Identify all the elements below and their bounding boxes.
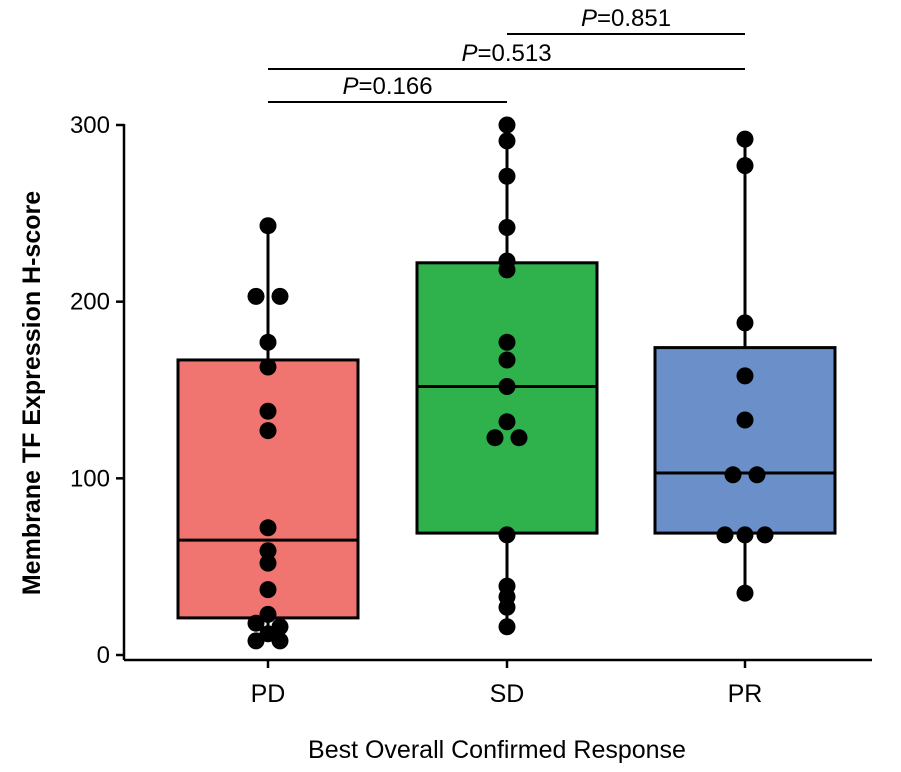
box-pd — [176, 358, 360, 620]
data-point-pr — [736, 411, 754, 429]
data-point-pd — [259, 333, 277, 351]
data-point-sd — [498, 526, 516, 544]
data-point-pd — [271, 287, 289, 305]
data-point-pd — [259, 605, 277, 623]
p-value: =0.513 — [477, 40, 551, 67]
data-point-sd — [498, 598, 516, 616]
x-tick-label-sd: SD — [490, 680, 525, 708]
data-point-sd — [486, 429, 504, 447]
p-value: =0.166 — [358, 73, 432, 100]
data-point-sd — [498, 261, 516, 279]
data-point-pr — [716, 526, 734, 544]
data-point-pr — [756, 526, 774, 544]
data-point-sd — [498, 116, 516, 134]
data-point-sd — [498, 132, 516, 150]
y-tick-label: 0 — [97, 642, 110, 669]
points-layer — [247, 116, 774, 650]
p-symbol: P — [581, 5, 597, 32]
data-point-pr — [736, 584, 754, 602]
data-point-pr — [748, 466, 766, 484]
data-point-sd — [510, 429, 528, 447]
data-point-pr — [736, 130, 754, 148]
data-point-sd — [498, 218, 516, 236]
data-point-pd — [247, 287, 265, 305]
data-point-pr — [736, 367, 754, 385]
data-point-sd — [498, 377, 516, 395]
y-ticks: 0 100 200 300 — [70, 112, 124, 669]
data-point-pd — [271, 632, 289, 650]
data-point-sd — [498, 413, 516, 431]
data-point-pr — [736, 314, 754, 332]
data-point-pd — [259, 422, 277, 440]
data-point-pd — [259, 581, 277, 599]
p-value-label-sd-pr: P=0.851 — [581, 5, 671, 32]
box-sd — [415, 261, 599, 535]
p-symbol: P — [342, 73, 358, 100]
boxes-layer — [176, 125, 837, 641]
data-point-sd — [498, 333, 516, 351]
data-point-pd — [259, 519, 277, 537]
x-tick-label-pr: PR — [728, 680, 763, 708]
x-axis-title: Best Overall Confirmed Response — [308, 736, 686, 764]
data-point-pd — [259, 358, 277, 376]
axes-layer — [122, 124, 872, 662]
y-tick-label: 300 — [70, 112, 110, 139]
data-point-sd — [498, 167, 516, 185]
data-point-pd — [259, 542, 277, 560]
data-point-sd — [498, 618, 516, 636]
y-axis-title: Membrane TF Expression H-score — [18, 191, 46, 595]
data-point-pd — [247, 632, 265, 650]
data-point-pr — [724, 466, 742, 484]
p-value: =0.851 — [597, 5, 671, 32]
p-symbol: P — [461, 40, 477, 67]
x-ticks: PD SD PR — [251, 660, 763, 708]
p-value-label-pd-sd: P=0.166 — [342, 73, 432, 100]
data-point-pr — [736, 157, 754, 175]
data-point-pd — [247, 614, 265, 632]
x-tick-label-pd: PD — [251, 680, 286, 708]
y-tick-label: 200 — [70, 289, 110, 316]
data-point-pd — [259, 217, 277, 235]
data-point-pd — [259, 402, 277, 420]
y-tick-label: 100 — [70, 465, 110, 492]
data-point-pr — [736, 526, 754, 544]
data-point-sd — [498, 351, 516, 369]
p-value-label-pd-pr: P=0.513 — [461, 40, 551, 67]
data-point-pd — [259, 554, 277, 572]
